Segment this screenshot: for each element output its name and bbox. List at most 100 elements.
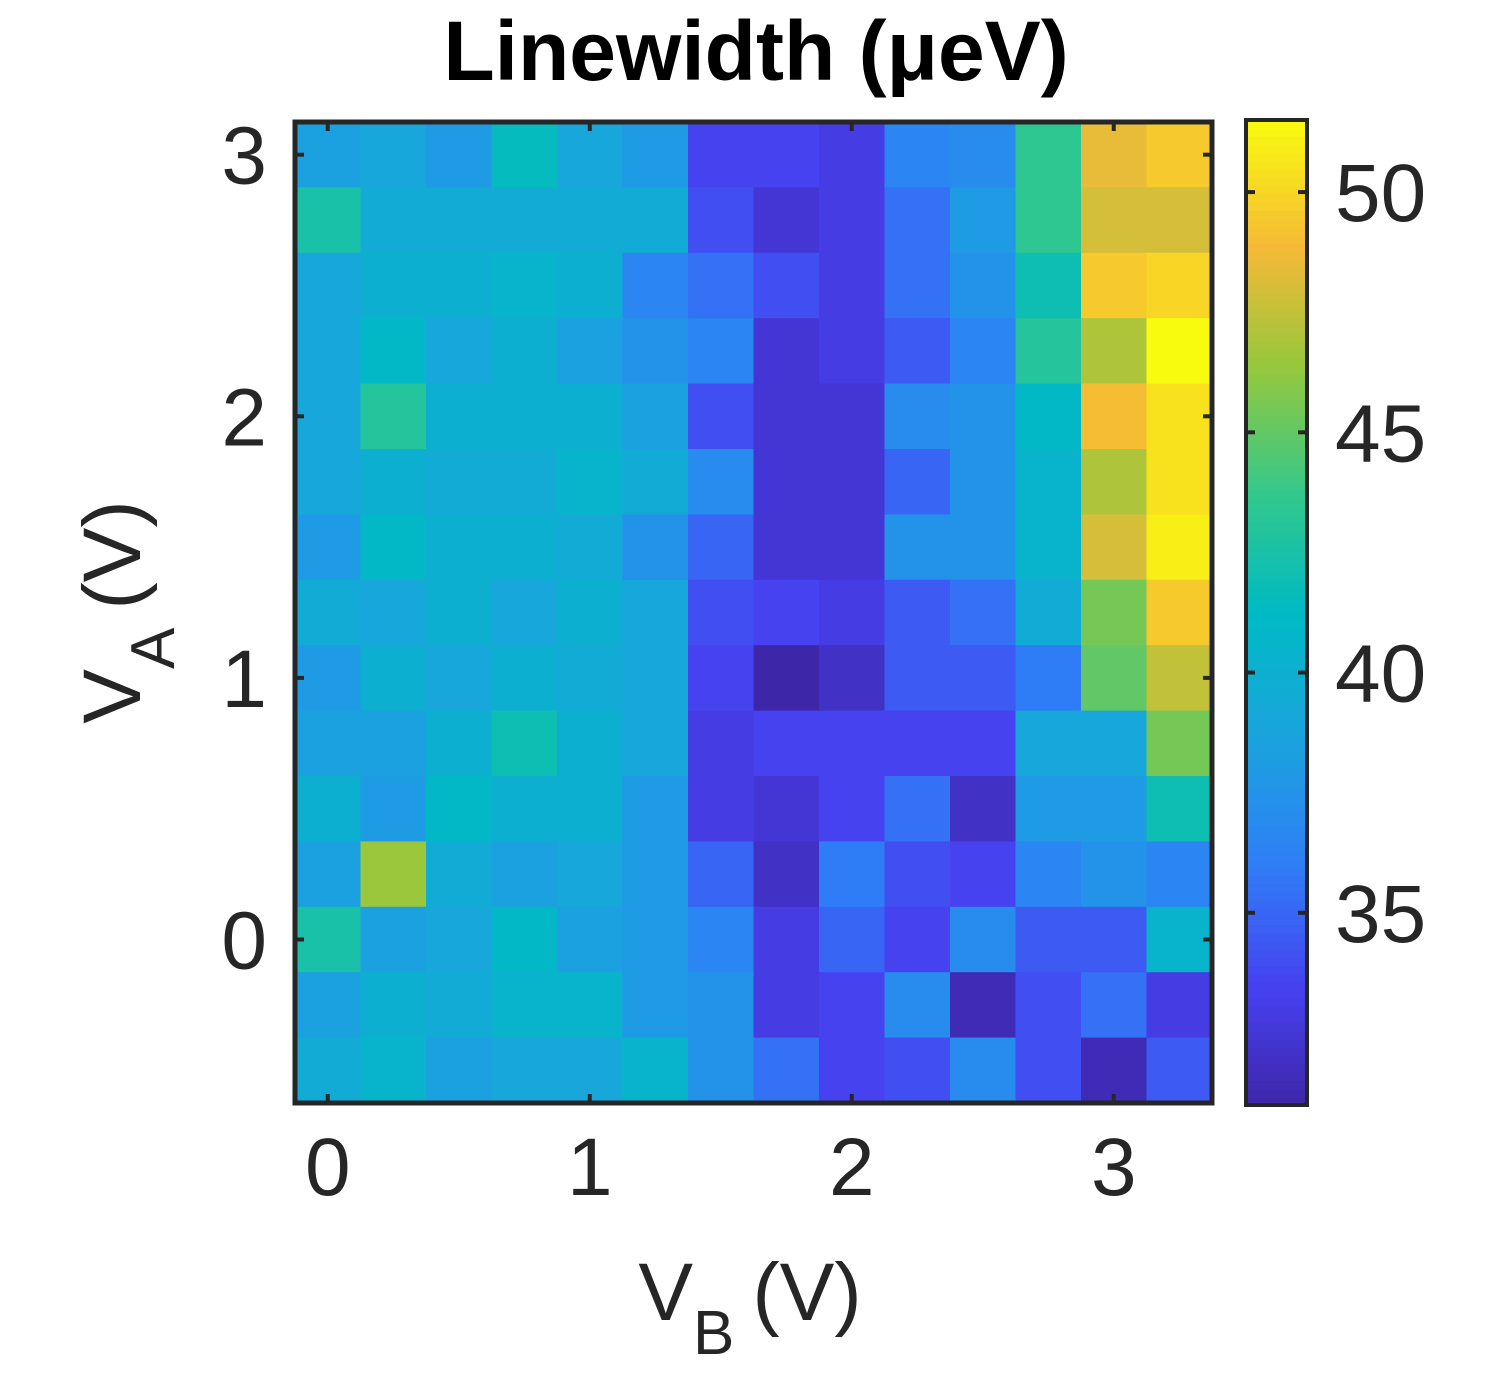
heatmap-cell <box>360 972 427 1039</box>
heatmap-cell <box>884 972 951 1039</box>
colorbar-frame <box>1244 118 1309 1107</box>
colorbar-segment <box>1246 916 1307 926</box>
colorbar-segment <box>1246 415 1307 425</box>
heatmap-cell <box>1015 645 1082 712</box>
heatmap-cell <box>1146 187 1213 254</box>
colorbar-segment <box>1246 1088 1307 1098</box>
heatmap-cell <box>1015 383 1082 450</box>
colorbar-segment <box>1246 587 1307 597</box>
heatmap-cell <box>819 579 886 646</box>
heatmap-cell <box>753 906 820 973</box>
heatmap-cell <box>622 710 689 777</box>
colorbar-segment <box>1246 555 1307 564</box>
heatmap-cell <box>819 776 886 842</box>
colorbar-segment <box>1246 784 1307 794</box>
heatmap-cell <box>491 776 558 842</box>
heatmap-cell <box>1146 710 1213 777</box>
heatmap-cell <box>819 906 886 973</box>
colorbar-segment <box>1246 251 1307 261</box>
heatmap-cell <box>950 776 1017 842</box>
heatmap-cell <box>1146 645 1213 712</box>
heatmap-cell <box>491 449 558 515</box>
heatmap-cell <box>884 645 951 712</box>
heatmap-cell <box>950 906 1017 973</box>
heatmap-cell <box>1146 514 1213 581</box>
colorbar-segment <box>1246 193 1307 203</box>
heatmap-cell <box>688 187 755 254</box>
colorbar-segment <box>1246 136 1307 146</box>
heatmap-cell <box>295 972 362 1039</box>
heatmap-cell <box>950 187 1017 254</box>
heatmap-cell <box>295 252 362 319</box>
colorbar-tick-label: 45 <box>1335 388 1426 479</box>
heatmap-cell <box>1015 252 1082 319</box>
heatmap-cell <box>360 449 427 515</box>
colorbar-segment <box>1246 489 1307 499</box>
heatmap-cell <box>426 122 493 188</box>
colorbar-tick-label: 35 <box>1335 869 1426 960</box>
colorbar-segment <box>1246 120 1307 129</box>
colorbar-segment <box>1246 325 1307 335</box>
colorbar-segment <box>1246 596 1307 605</box>
heatmap-cell <box>688 514 755 581</box>
heatmap-cell <box>1015 1037 1082 1104</box>
heatmap-cell <box>688 122 755 188</box>
x-tick-label: 1 <box>567 1122 613 1213</box>
heatmap-cell <box>1146 841 1213 908</box>
heatmap-cell <box>1015 318 1082 385</box>
heatmap-cell <box>884 579 951 646</box>
colorbar-segment <box>1246 472 1307 482</box>
colorbar-segment <box>1246 546 1307 556</box>
colorbar-segment <box>1246 1031 1307 1041</box>
colorbar-segment <box>1246 801 1307 811</box>
colorbar-segment <box>1246 719 1307 729</box>
heatmap-cell <box>1015 906 1082 973</box>
colorbar-segment <box>1246 1022 1307 1032</box>
heatmap-cell <box>426 841 493 908</box>
heatmap-cell <box>1146 122 1213 188</box>
heatmap-cell <box>950 449 1017 515</box>
heatmap-cell <box>950 122 1017 188</box>
heatmap-cell <box>426 645 493 712</box>
heatmap-cell <box>884 841 951 908</box>
colorbar-segment <box>1246 604 1307 614</box>
colorbar-segment <box>1246 842 1307 852</box>
heatmap-cell <box>950 1037 1017 1104</box>
colorbar-segment <box>1246 185 1307 195</box>
colorbar-segment <box>1246 399 1307 408</box>
colorbar-segment <box>1246 161 1307 170</box>
heatmap-cell <box>1146 449 1213 515</box>
heatmap-cell <box>426 906 493 973</box>
colorbar-segment <box>1246 1063 1307 1073</box>
colorbar-segment <box>1246 645 1307 655</box>
colorbar-segment <box>1246 981 1307 991</box>
heatmap-cell <box>753 645 820 712</box>
x-tick-label: 2 <box>829 1122 875 1213</box>
colorbar-segment <box>1246 875 1307 885</box>
heatmap-cell <box>1081 972 1148 1039</box>
heatmap-cell <box>360 383 427 450</box>
colorbar-segment <box>1246 456 1307 466</box>
heatmap-cell <box>1081 318 1148 385</box>
colorbar-segment <box>1246 259 1307 269</box>
colorbar: 35 40 45 50 <box>1244 118 1426 1107</box>
heatmap-cell <box>1015 449 1082 515</box>
heatmap-cell <box>819 187 886 254</box>
heatmap-cell <box>426 972 493 1039</box>
heatmap-cell <box>819 122 886 188</box>
heatmap-cell <box>426 1037 493 1104</box>
heatmap-cell <box>1146 776 1213 842</box>
colorbar-segment <box>1246 883 1307 893</box>
heatmap-cell <box>819 645 886 712</box>
heatmap-cell <box>295 383 362 450</box>
heatmap-cell <box>819 841 886 908</box>
colorbar-segment <box>1246 1039 1307 1049</box>
heatmap-cell <box>1146 1037 1213 1104</box>
colorbar-segment <box>1246 1055 1307 1065</box>
heatmap-cell <box>557 1037 624 1104</box>
heatmap-cell <box>819 318 886 385</box>
colorbar-segment <box>1246 1096 1307 1106</box>
heatmap-cell <box>360 514 427 581</box>
heatmap-cell <box>1081 841 1148 908</box>
colorbar-segment <box>1246 743 1307 753</box>
